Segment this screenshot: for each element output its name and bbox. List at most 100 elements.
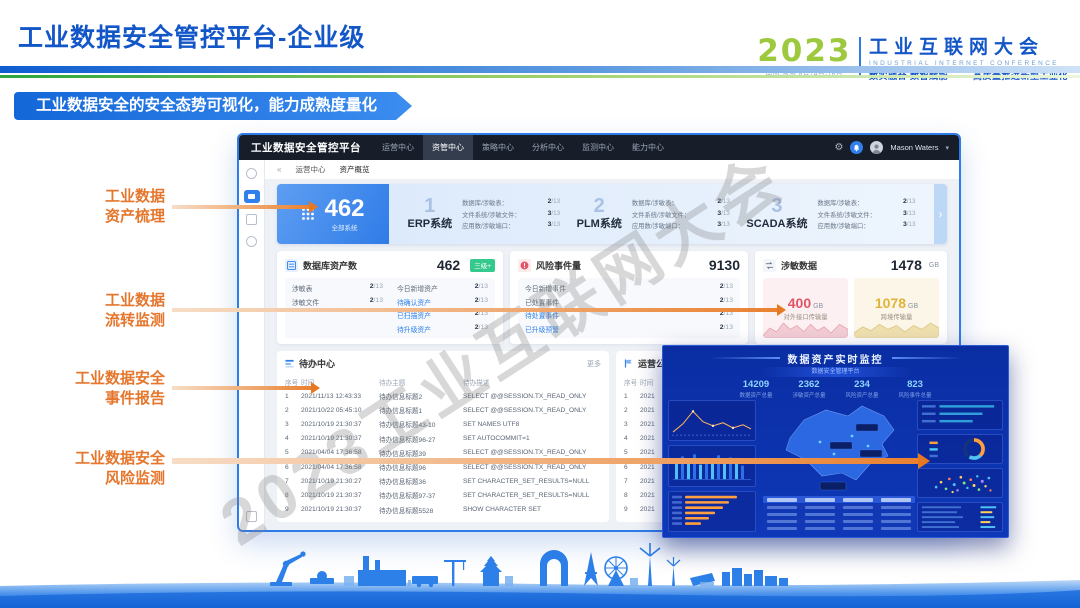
card-title: 数据库资产数 xyxy=(303,260,358,271)
table-row[interactable]: 6 2021/04/04 17:36:58 待办信息标题96 SELECT @@… xyxy=(285,463,587,473)
alert-icon xyxy=(518,258,531,272)
sidebar-item-dashboard-icon[interactable] xyxy=(243,190,260,203)
table-row[interactable]: 4 2021/10/19 21:30:37 待办信息标题96-27 SET AU… xyxy=(285,435,530,444)
arrow-flow-monitor xyxy=(172,308,778,312)
section-banner: 工业数据安全的安全态势可视化，能力成熟度量化 xyxy=(14,92,412,120)
card-title: 风险事件量 xyxy=(536,260,582,271)
callout-asset-sorting: 工业数据 资产梳理 xyxy=(104,188,165,225)
system-card-plm[interactable]: 2 PLM系统 数据库/涉敏表： 2/13 文件系统/涉敏文件： 3/13 xyxy=(576,195,730,230)
table-row[interactable]: 2 2021/10/22 05:45:10 待办信息标题1 SELECT @@S… xyxy=(285,406,587,416)
logo-name-en: INDUSTRIAL INTERNET CONFERENCE xyxy=(868,60,1059,67)
breadcrumb: « 运营中心 资产概览 xyxy=(265,160,959,179)
systems-hero-banner: 462 全部系统 1 ERP系统 数据库/涉敏表： xyxy=(277,184,947,244)
gear-icon[interactable]: ⚙ xyxy=(834,141,844,153)
table-row[interactable]: 3 2021/10/19 21:30:37 待办信息标题43-10 SET NA… xyxy=(285,420,520,430)
monitor-stat: 2362 涉敏资产总量 xyxy=(792,379,826,399)
nav-operations[interactable]: 运营中心 xyxy=(382,143,414,152)
breadcrumb-current[interactable]: 资产概览 xyxy=(339,165,370,174)
logo-venue: 中国·苏州 8月14日-16日 xyxy=(757,68,851,78)
grade-badge: 三级+ xyxy=(470,258,495,272)
stat-link-row[interactable]: 已扫描资产 2/13 xyxy=(397,310,488,320)
avatar[interactable] xyxy=(870,141,884,154)
stat-row: 今日新增资产 2/13 xyxy=(397,283,488,293)
user-name[interactable]: Mason Waters xyxy=(890,143,939,152)
divider-green xyxy=(0,75,1080,78)
monitor-donut-chart xyxy=(917,434,1003,464)
table-row[interactable]: 5 2021/04/04 17:36:58 待办信息标题39 SELECT @@… xyxy=(285,449,587,458)
stat-row: 已处置事件 2/13 xyxy=(525,296,733,307)
system-stat-row: 文件系统/涉敏文件： 3/13 xyxy=(817,209,916,219)
monitor-subtitle: 数据安全管理平台 xyxy=(760,367,911,377)
system-stat-row: 应用数/涉敏端口： 3/13 xyxy=(462,221,561,230)
table-row[interactable]: 6 2021 xyxy=(624,463,655,471)
table-row[interactable]: 7 2021 xyxy=(624,477,655,485)
monitor-stat: 823 风险事件总量 xyxy=(898,379,932,399)
stat-row: 涉敏表 2/13 xyxy=(292,283,383,293)
sidebar-item-clock-icon[interactable] xyxy=(246,168,257,179)
sidebar-item-grid-icon[interactable] xyxy=(246,511,257,522)
card-value: 1478 xyxy=(890,257,922,273)
table-row[interactable]: 2 2021 xyxy=(624,406,655,414)
system-stat-row: 数据库/涉敏表： 2/13 xyxy=(462,198,561,207)
arrow-asset-sorting xyxy=(172,205,310,209)
table-row[interactable]: 1 2021 xyxy=(624,392,655,400)
table-row[interactable]: 8 2021 xyxy=(624,491,655,499)
stat-link-row[interactable]: 待处置事件 2/13 xyxy=(525,310,733,320)
monitor-stat: 14209 数据资产总量 xyxy=(739,379,773,399)
card-sensitive-data: 涉敏数据 1478 GB 400 GB 对外接口传输量 xyxy=(755,251,947,344)
stat-row: 今日新增事件 2/13 xyxy=(525,283,733,293)
sidebar-item-settings-icon[interactable] xyxy=(246,236,257,247)
more-link[interactable]: 更多 xyxy=(587,360,601,368)
system-stat-row: 应用数/涉敏端口： 3/13 xyxy=(817,221,916,230)
table-row[interactable]: 4 2021 xyxy=(624,435,655,443)
total-systems-value: 462 xyxy=(324,194,365,222)
todo-center-panel: 待办中心 更多 序号 时间 待办主题 待办描述 1 2021/11/13 12:… xyxy=(277,351,609,522)
stat-link-row[interactable]: 待升级资产 2/13 xyxy=(397,323,488,334)
mini-card-crossborder-transfer: 1078 GB 跨境传输量 xyxy=(854,278,939,338)
card-database-assets: 数据库资产数 462 三级+ 涉敏表 2/13 涉敏文件 2/13 xyxy=(277,251,503,344)
bell-icon[interactable] xyxy=(850,141,864,154)
system-card-scada[interactable]: 3 SCADA系统 数据库/涉敏表： 2/13 文件系统/涉敏文件： 3/13 xyxy=(746,195,916,230)
grid-dots-icon xyxy=(302,208,315,220)
table-row[interactable]: 3 2021 xyxy=(624,420,655,428)
nav-capability[interactable]: 能力中心 xyxy=(632,143,664,152)
city-skyline xyxy=(0,543,1080,608)
table-row[interactable]: 1 2021/11/13 12:43:33 待办信息标题2 SELECT @@S… xyxy=(285,392,587,402)
nav-asset-mgmt[interactable]: 资管中心 xyxy=(423,135,473,160)
total-systems-label: 全部系统 xyxy=(331,224,358,232)
table-row[interactable]: 9 2021 xyxy=(624,506,655,514)
system-card-erp[interactable]: 1 ERP系统 数据库/涉敏表： 2/13 文件系统/涉敏文件： 3/13 xyxy=(407,195,561,230)
table-row[interactable]: 7 2021/10/19 21:30:27 待办信息标题36 SET CHARA… xyxy=(285,477,590,487)
monitor-china-map xyxy=(760,398,920,494)
nav-analysis[interactable]: 分析中心 xyxy=(532,143,564,152)
table-row[interactable]: 8 2021/10/19 21:30:37 待办信息标题97-37 SET CH… xyxy=(285,491,590,501)
chevron-down-icon[interactable]: ▾ xyxy=(945,144,949,152)
panel-title: 待办中心 xyxy=(299,359,336,369)
divider-blue xyxy=(0,66,1080,73)
system-stat-row: 应用数/涉敏端口： 3/13 xyxy=(631,221,730,230)
logo-divider xyxy=(859,37,861,77)
nav-policy[interactable]: 策略中心 xyxy=(482,143,514,152)
nav-monitoring[interactable]: 监测中心 xyxy=(582,143,614,152)
mini-sidebar xyxy=(239,160,265,530)
stat-link-row[interactable]: 已升级预警 2/13 xyxy=(525,323,733,334)
stat-link-row[interactable]: 待确认资产 2/13 xyxy=(397,296,488,307)
monitor-scatter-chart xyxy=(917,468,1003,498)
monitor-hbar-chart xyxy=(668,490,756,532)
table-row[interactable]: 9 2021/10/19 21:30:37 待办信息标题5528 SHOW CH… xyxy=(285,506,542,515)
arrow-incident-report xyxy=(172,386,312,390)
panel-title: 运营公告 xyxy=(638,359,675,369)
collapse-icon[interactable]: « xyxy=(277,165,282,174)
carousel-next-icon[interactable]: › xyxy=(934,184,947,244)
monitor-table xyxy=(763,496,915,531)
monitor-stat: 234 风险资产总量 xyxy=(845,379,879,399)
table-header: 序号 时间 xyxy=(624,380,654,387)
page-title: 工业数据安全管控平台-企业级 xyxy=(18,24,366,52)
breadcrumb-parent[interactable]: 运营中心 xyxy=(295,165,326,174)
database-icon xyxy=(285,258,298,272)
table-row[interactable]: 5 2021 xyxy=(624,449,655,457)
sidebar-item-doc-icon[interactable] xyxy=(246,214,257,225)
card-title: 涉敏数据 xyxy=(781,260,818,271)
card-value: 462 xyxy=(436,257,461,273)
